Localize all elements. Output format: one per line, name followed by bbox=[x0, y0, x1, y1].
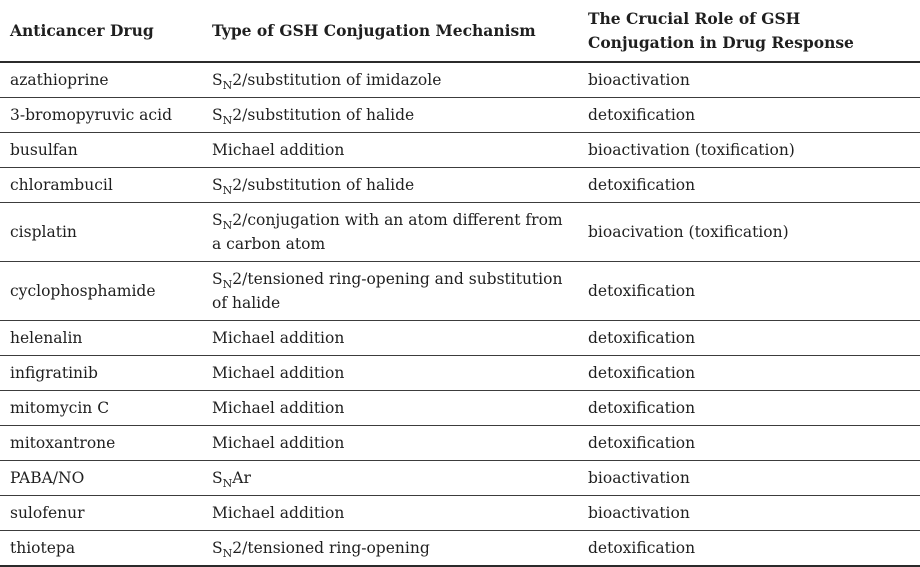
table-row: 3-bromopyruvic acid SN2/substitution of … bbox=[0, 98, 920, 133]
drug-cell: mitoxantrone bbox=[10, 434, 116, 452]
drug-cell: cyclophosphamide bbox=[10, 282, 156, 300]
drug-cell: busulfan bbox=[10, 141, 78, 159]
role-cell: bioactivation bbox=[588, 71, 690, 89]
drug-cell: 3-bromopyruvic acid bbox=[10, 106, 172, 124]
drug-cell: thiotepa bbox=[10, 539, 76, 557]
role-cell: detoxification bbox=[588, 329, 696, 347]
drug-cell: infigratinib bbox=[10, 364, 98, 382]
table-row: helenalin Michael addition detoxificatio… bbox=[0, 321, 920, 356]
drug-cell: helenalin bbox=[10, 329, 83, 347]
mechanism-cell: Michael addition bbox=[212, 141, 345, 159]
role-cell: bioactivation bbox=[588, 469, 690, 487]
drug-cell: azathioprine bbox=[10, 71, 109, 89]
role-cell: detoxification bbox=[588, 282, 696, 300]
table-row: thiotepa SN2/tensioned ring-opening deto… bbox=[0, 531, 920, 566]
table-row: mitoxantrone Michael addition detoxifica… bbox=[0, 426, 920, 461]
col-header-mechanism: Type of GSH Conjugation Mechanism bbox=[212, 21, 536, 40]
role-cell: detoxification bbox=[588, 364, 696, 382]
table-row: chlorambucil SN2/substitution of halide … bbox=[0, 168, 920, 203]
table-header-row: Anticancer Drug Type of GSH Conjugation … bbox=[0, 0, 920, 62]
col-header-role: The Crucial Role of GSH Conjugation in D… bbox=[588, 9, 854, 52]
mechanism-cell: SN2/substitution of halide bbox=[212, 106, 415, 128]
mechanism-cell: SN2/conjugation with an atom different f… bbox=[212, 211, 563, 253]
role-cell: detoxification bbox=[588, 539, 696, 557]
table-row: cisplatin SN2/conjugation with an atom d… bbox=[0, 203, 920, 262]
role-cell: detoxification bbox=[588, 434, 696, 452]
table-row: cyclophosphamide SN2/tensioned ring-open… bbox=[0, 262, 920, 321]
drug-cell: PABA/NO bbox=[10, 469, 85, 487]
drug-cell: mitomycin C bbox=[10, 399, 110, 417]
role-cell: detoxification bbox=[588, 106, 696, 124]
role-cell: detoxification bbox=[588, 176, 696, 194]
col-header-anticancer-drug: Anticancer Drug bbox=[10, 21, 154, 40]
mechanism-cell: SN2/substitution of imidazole bbox=[212, 71, 442, 93]
mechanism-cell: Michael addition bbox=[212, 434, 345, 452]
mechanism-cell: Michael addition bbox=[212, 329, 345, 347]
role-cell: bioacivation (toxification) bbox=[588, 223, 789, 241]
role-cell: bioactivation (toxification) bbox=[588, 141, 795, 159]
table-row: sulofenur Michael addition bioactivation bbox=[0, 496, 920, 531]
role-cell: detoxification bbox=[588, 399, 696, 417]
table-row: infigratinib Michael addition detoxifica… bbox=[0, 356, 920, 391]
drug-cell: chlorambucil bbox=[10, 176, 113, 194]
drug-cell: cisplatin bbox=[10, 223, 77, 241]
mechanism-cell: Michael addition bbox=[212, 364, 345, 382]
table-row: mitomycin C Michael addition detoxificat… bbox=[0, 391, 920, 426]
table-row: azathioprine SN2/substitution of imidazo… bbox=[0, 62, 920, 98]
drug-cell: sulofenur bbox=[10, 504, 85, 522]
mechanism-cell: SN2/tensioned ring-opening and substitut… bbox=[212, 270, 563, 312]
mechanism-cell: SNAr bbox=[212, 469, 251, 491]
mechanism-cell: Michael addition bbox=[212, 399, 345, 417]
mechanism-cell: SN2/substitution of halide bbox=[212, 176, 415, 198]
table-row: PABA/NO SNAr bioactivation bbox=[0, 461, 920, 496]
mechanism-cell: SN2/tensioned ring-opening bbox=[212, 539, 430, 561]
mechanism-cell: Michael addition bbox=[212, 504, 345, 522]
table-row: busulfan Michael addition bioactivation … bbox=[0, 133, 920, 168]
role-cell: bioactivation bbox=[588, 504, 690, 522]
